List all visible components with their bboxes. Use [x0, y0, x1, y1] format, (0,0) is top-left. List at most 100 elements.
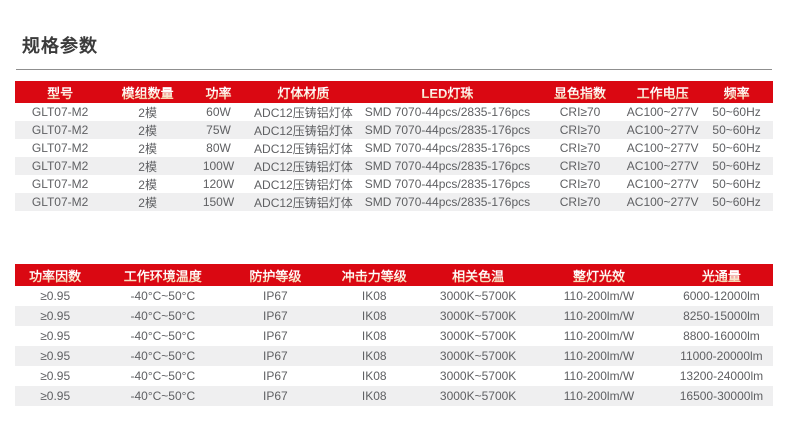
table-cell: GLT07-M2 — [31, 123, 89, 137]
table-cell: ≥0.95 — [40, 389, 71, 403]
table-row: ≥0.95 -40°C~50°C IP67 IK08 3000K~5700K 110-20… — [15, 326, 773, 346]
table-row: GLT07-M2 2模 150W ADC12压铸铝灯体 SMD 7070-44pcs/2… — [15, 193, 773, 211]
table-cell: 3000K~5700K — [439, 349, 517, 363]
table-cell: SMD 7070-44pcs/2835-176pcs — [364, 159, 531, 173]
column-header-label: 功率 — [205, 85, 232, 101]
spec-table-secondary: 功率因数 工作环境温度 防护等级 冲击力等级 相关色温 整灯光效 光通量 ≥0.95 -40°C… — [15, 264, 773, 406]
table-cell: 50~60Hz — [712, 105, 761, 119]
header-row: 功率因数 工作环境温度 防护等级 冲击力等级 相关色温 整灯光效 光通量 — [15, 264, 773, 286]
table-cell: 110-200lm/W — [563, 309, 635, 323]
table-cell: IP67 — [263, 349, 288, 363]
table-cell: ≥0.95 — [40, 309, 71, 323]
table-row: ≥0.95 -40°C~50°C IP67 IK08 3000K~5700K 110-20… — [15, 346, 773, 366]
column-header-label: 防护等级 — [249, 268, 302, 284]
table-cell: AC100~277V — [626, 195, 699, 209]
table-cell: 13200-24000lm — [679, 369, 764, 383]
table-cell: 75W — [206, 123, 231, 137]
table-cell: CRI≥70 — [559, 195, 601, 209]
column-header-label: 光通量 — [701, 268, 741, 284]
table-cell: IK08 — [361, 389, 387, 403]
table-cell: 2模 — [138, 159, 157, 174]
table-cell: GLT07-M2 — [31, 177, 89, 191]
table-cell: GLT07-M2 — [31, 141, 89, 155]
table-cell: 3000K~5700K — [439, 389, 517, 403]
table-cell: ≥0.95 — [40, 369, 71, 383]
table-cell: -40°C~50°C — [130, 389, 196, 403]
table-cell: GLT07-M2 — [31, 105, 89, 119]
table-cell: 8800-16000lm — [683, 329, 760, 343]
column-header: 整灯光效 — [528, 264, 670, 286]
spec-page: 规格参数 型号 模组数量 功率 灯体材质 LED灯珠 显色指数 工作电压 频率 GLT07-M2… — [15, 36, 773, 406]
table-row: GLT07-M2 2模 100W ADC12压铸铝灯体 SMD 7070-44pcs/2… — [15, 157, 773, 175]
column-header: LED灯珠 — [359, 81, 535, 103]
table-row: GLT07-M2 2模 75W ADC12压铸铝灯体 SMD 7070-44pcs/28… — [15, 121, 773, 139]
table-cell: 110-200lm/W — [563, 329, 635, 343]
table-cell: ADC12压铸铝灯体 — [254, 105, 353, 120]
column-header: 显色指数 — [534, 81, 626, 103]
table-cell: 8250-15000lm — [683, 309, 760, 323]
column-header-label: 冲击力等级 — [341, 268, 407, 284]
table-row: ≥0.95 -40°C~50°C IP67 IK08 3000K~5700K 110-20… — [15, 366, 773, 386]
table-cell: ADC12压铸铝灯体 — [254, 195, 353, 210]
table-cell: IK08 — [361, 309, 387, 323]
table-cell: CRI≥70 — [559, 177, 601, 191]
column-header-label: 整灯光效 — [572, 268, 625, 284]
table-cell: GLT07-M2 — [31, 159, 89, 173]
table-cell: IK08 — [361, 329, 387, 343]
table-cell: 6000-12000lm — [683, 289, 760, 303]
table-cell: IK08 — [361, 349, 387, 363]
table-cell: 2模 — [138, 141, 157, 156]
column-header: 工作环境温度 — [95, 264, 231, 286]
table-cell: ≥0.95 — [40, 349, 71, 363]
table-cell: 3000K~5700K — [439, 329, 517, 343]
table-cell: IK08 — [361, 369, 387, 383]
table-cell: IP67 — [263, 289, 288, 303]
table-cell: ADC12压铸铝灯体 — [254, 159, 353, 174]
title-divider — [16, 69, 772, 70]
column-header-label: 型号 — [47, 85, 74, 101]
column-header: 灯体材质 — [246, 81, 360, 103]
table-cell: 100W — [202, 159, 235, 173]
column-header: 频率 — [700, 81, 773, 103]
table-cell: 110-200lm/W — [563, 369, 635, 383]
column-header-label: 灯体材质 — [277, 85, 330, 101]
table-cell: 2模 — [138, 123, 157, 138]
table-row: ≥0.95 -40°C~50°C IP67 IK08 3000K~5700K 110-20… — [15, 286, 773, 306]
column-header-label: 模组数量 — [121, 85, 174, 101]
column-header: 模组数量 — [105, 81, 191, 103]
table-cell: 50~60Hz — [712, 177, 761, 191]
table-cell: -40°C~50°C — [130, 349, 196, 363]
column-header-label: 相关色温 — [452, 268, 505, 284]
page-title: 规格参数 — [22, 36, 98, 56]
table-cell: 50~60Hz — [712, 159, 761, 173]
column-header: 功率 — [190, 81, 247, 103]
table-cell: SMD 7070-44pcs/2835-176pcs — [364, 195, 531, 209]
table-cell: -40°C~50°C — [130, 289, 196, 303]
header-row: 型号 模组数量 功率 灯体材质 LED灯珠 显色指数 工作电压 频率 — [15, 81, 773, 103]
table-cell: AC100~277V — [626, 177, 699, 191]
table-cell: IK08 — [361, 289, 387, 303]
table-cell: AC100~277V — [626, 141, 699, 155]
table-cell: 2模 — [138, 177, 157, 192]
table-cell: 50~60Hz — [712, 195, 761, 209]
table-cell: 3000K~5700K — [439, 289, 517, 303]
table-cell: 80W — [206, 141, 231, 155]
table-cell: 110-200lm/W — [563, 289, 635, 303]
table-cell: CRI≥70 — [559, 123, 601, 137]
table-cell: GLT07-M2 — [31, 195, 89, 209]
table-cell: 11000-20000lm — [680, 349, 763, 363]
table-cell: -40°C~50°C — [130, 369, 196, 383]
table-row: GLT07-M2 2模 60W ADC12压铸铝灯体 SMD 7070-44pcs/28… — [15, 103, 773, 121]
column-header: 功率因数 — [15, 264, 96, 286]
table-cell: CRI≥70 — [559, 141, 601, 155]
table-cell: IP67 — [263, 369, 288, 383]
table-cell: 16500-30000lm — [679, 389, 764, 403]
table-cell: ADC12压铸铝灯体 — [254, 123, 353, 138]
table-cell: -40°C~50°C — [130, 329, 196, 343]
table-cell: ≥0.95 — [40, 329, 71, 343]
column-header-label: 工作环境温度 — [123, 268, 202, 284]
table-cell: 110-200lm/W — [563, 389, 635, 403]
table-cell: 50~60Hz — [712, 141, 761, 155]
table-cell: 2模 — [138, 105, 157, 120]
table-cell: 60W — [206, 105, 231, 119]
